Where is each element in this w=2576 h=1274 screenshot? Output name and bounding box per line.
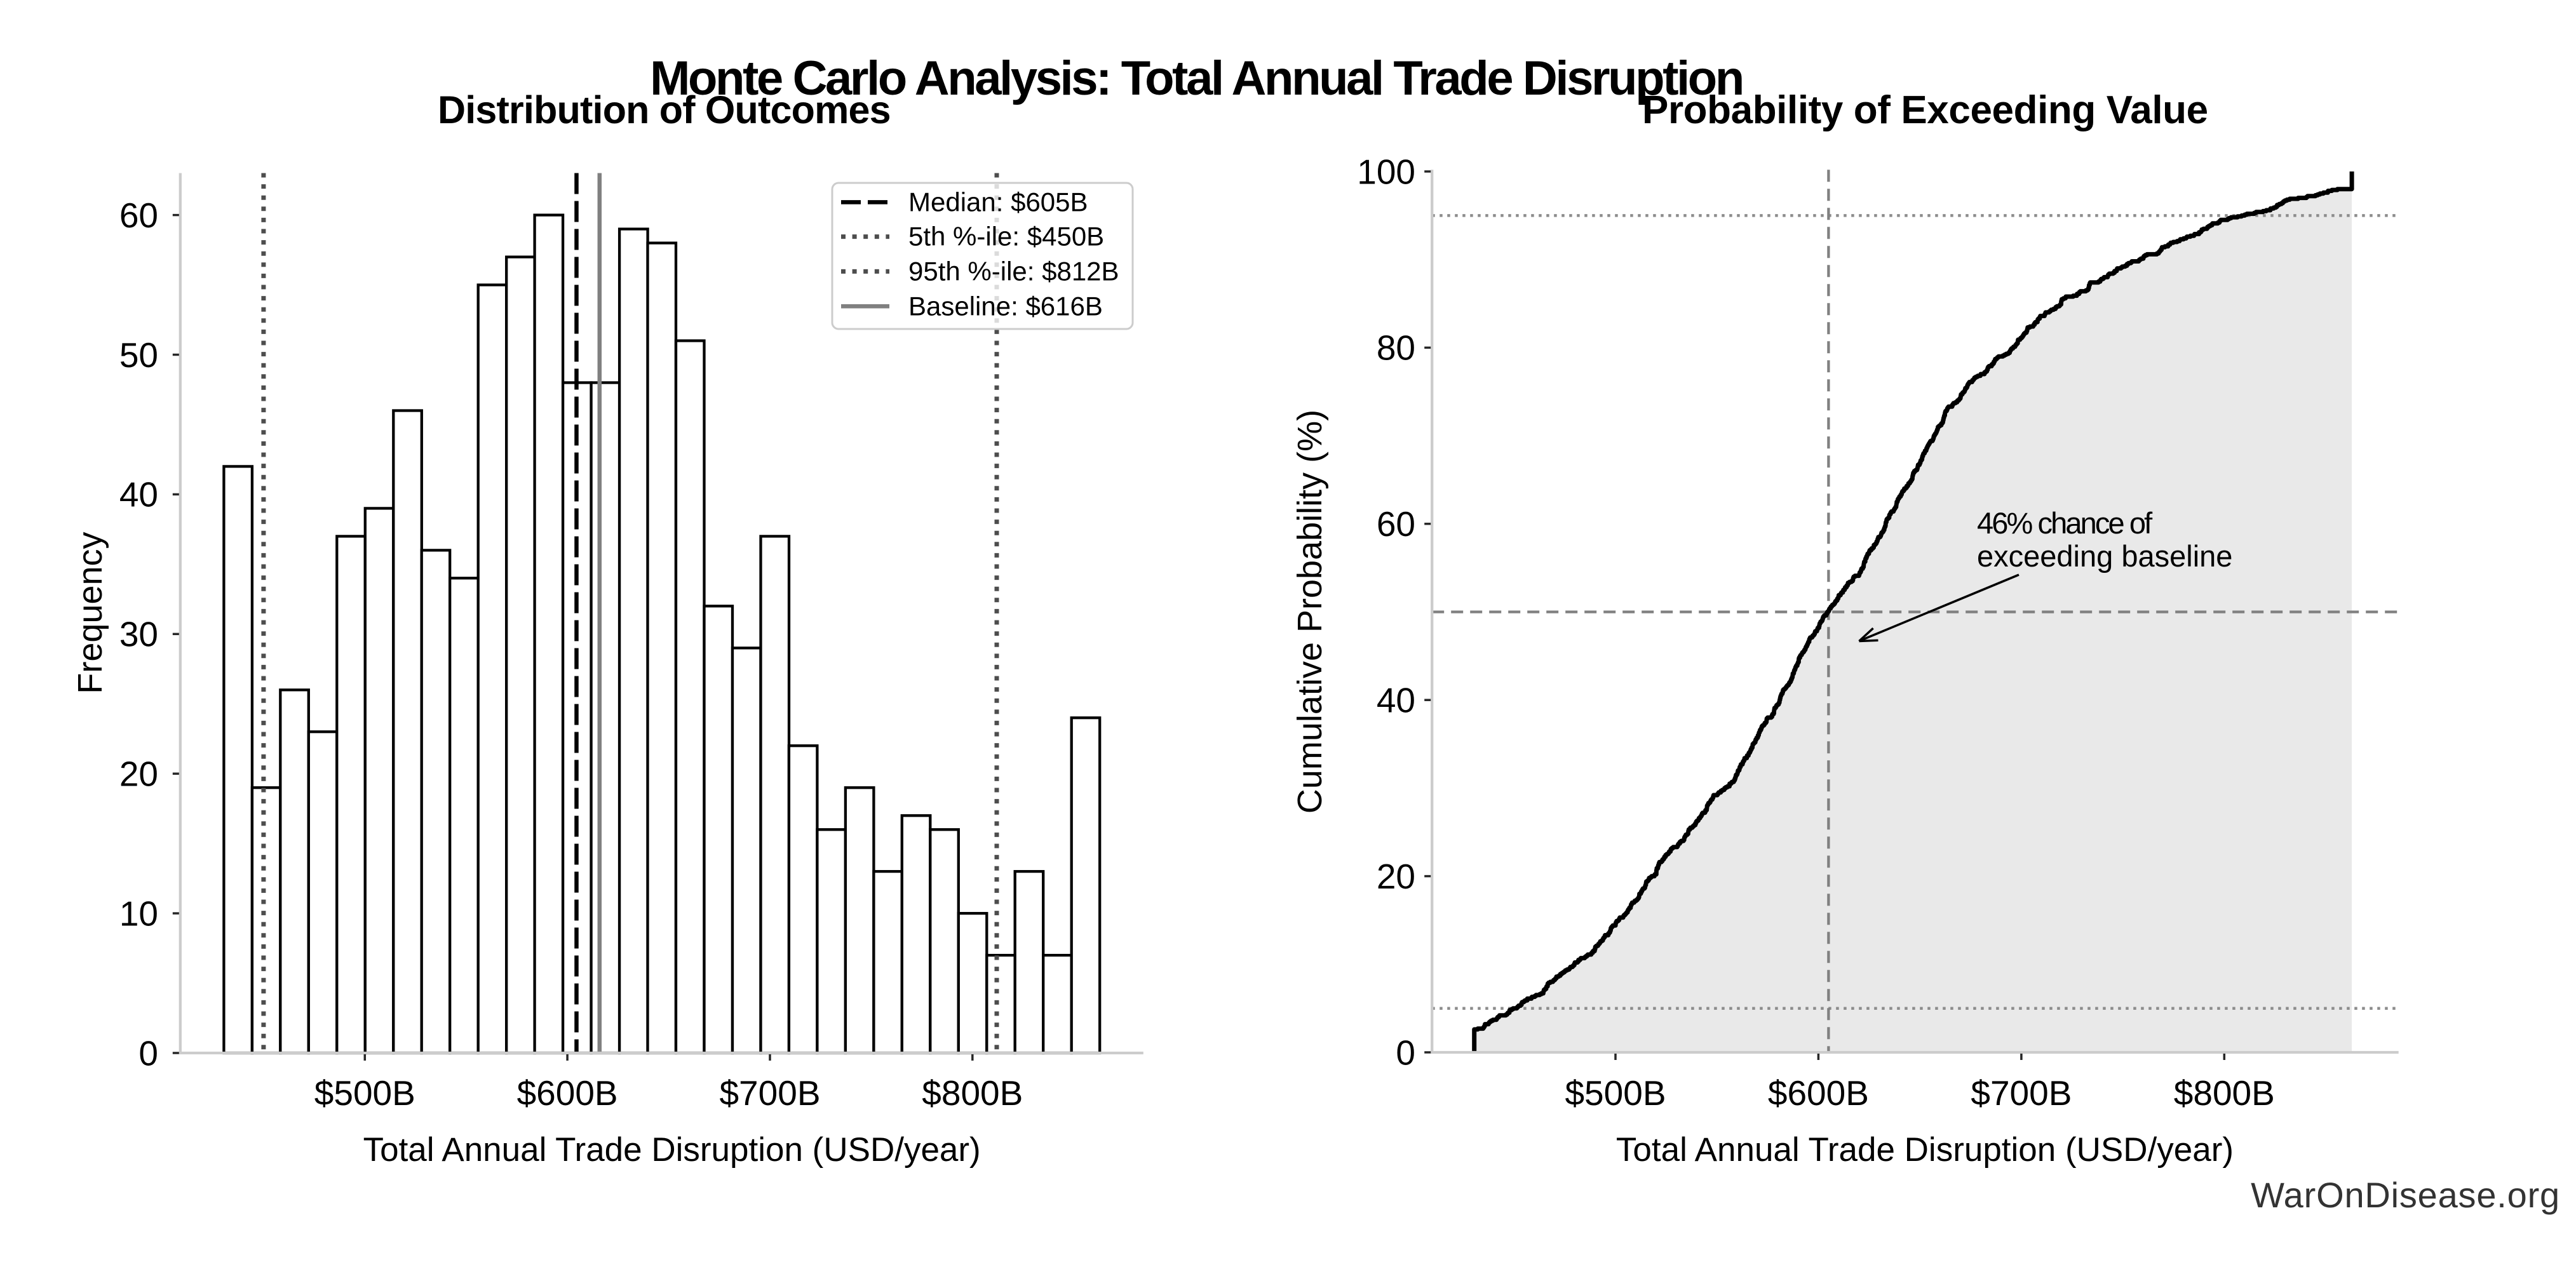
svg-text:Cumulative Probability (%): Cumulative Probability (%) — [1291, 410, 1329, 814]
svg-text:Baseline: $616B: Baseline: $616B — [908, 291, 1103, 321]
svg-text:$800B: $800B — [2174, 1073, 2275, 1113]
svg-text:20: 20 — [1377, 857, 1415, 896]
svg-text:Monte Carlo Analysis: Total An: Monte Carlo Analysis: Total Annual Trade… — [650, 51, 1743, 105]
svg-text:$700B: $700B — [1971, 1073, 2072, 1113]
svg-text:80: 80 — [1377, 328, 1415, 368]
svg-text:30: 30 — [119, 615, 158, 654]
svg-text:50: 50 — [119, 335, 158, 375]
svg-text:$600B: $600B — [517, 1073, 618, 1113]
svg-text:Total Annual Trade Disruption: Total Annual Trade Disruption (USD/year) — [363, 1131, 981, 1169]
svg-text:exceeding baseline: exceeding baseline — [1977, 539, 2232, 573]
svg-text:60: 60 — [119, 196, 158, 235]
svg-text:$600B: $600B — [1768, 1073, 1869, 1113]
svg-text:0: 0 — [138, 1033, 158, 1073]
svg-text:Probability of Exceeding Value: Probability of Exceeding Value — [1642, 88, 2208, 132]
svg-text:$500B: $500B — [1565, 1073, 1666, 1113]
svg-text:$800B: $800B — [922, 1073, 1023, 1113]
svg-text:20: 20 — [119, 754, 158, 794]
svg-text:40: 40 — [1377, 681, 1415, 720]
svg-text:40: 40 — [119, 475, 158, 514]
svg-text:95th %-ile: $812B: 95th %-ile: $812B — [908, 256, 1119, 286]
svg-text:10: 10 — [119, 894, 158, 933]
svg-text:Total Annual Trade Disruption: Total Annual Trade Disruption (USD/year) — [1616, 1131, 2234, 1169]
svg-text:5th %-ile: $450B: 5th %-ile: $450B — [908, 222, 1104, 251]
svg-text:0: 0 — [1396, 1033, 1415, 1072]
svg-text:Median: $605B: Median: $605B — [908, 187, 1088, 217]
svg-text:$700B: $700B — [719, 1073, 820, 1113]
svg-text:WarOnDisease.org: WarOnDisease.org — [2251, 1175, 2560, 1215]
svg-text:60: 60 — [1377, 504, 1415, 544]
svg-text:Frequency: Frequency — [71, 532, 109, 694]
svg-text:46% chance of: 46% chance of — [1977, 506, 2153, 540]
svg-text:100: 100 — [1357, 152, 1415, 191]
svg-text:Distribution of Outcomes: Distribution of Outcomes — [438, 88, 891, 131]
svg-text:$500B: $500B — [314, 1073, 415, 1113]
